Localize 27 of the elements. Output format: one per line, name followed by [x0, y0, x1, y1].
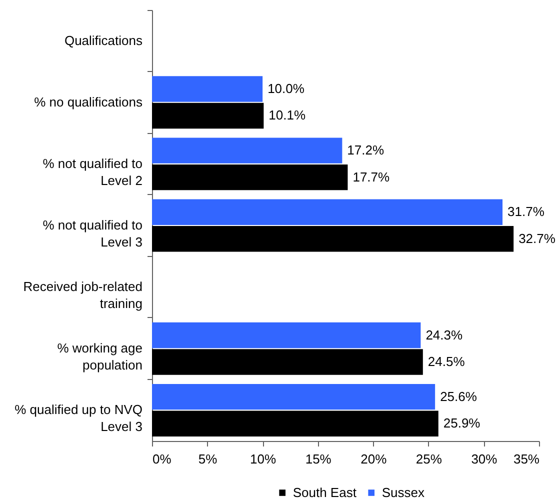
x-tick-label: 0%	[152, 452, 172, 466]
y-tick-label: % no qualifications	[34, 94, 143, 110]
y-tick-label: Received job-related training	[23, 279, 142, 312]
legend-label: South East	[292, 484, 357, 500]
data-label: 25.6%	[440, 388, 478, 404]
x-tick-label: 15%	[305, 452, 332, 466]
data-label: 25.9%	[443, 416, 481, 431]
x-tick-label: 5%	[198, 452, 218, 466]
x-tick-label: 30%	[471, 452, 498, 466]
data-label: 17.7%	[352, 169, 390, 184]
data-label: 32.7%	[518, 230, 556, 246]
data-label: 10.0%	[268, 80, 305, 96]
data-label: 10.1%	[268, 108, 306, 123]
legend-label: Sussex	[382, 484, 425, 500]
x-tick-label: 25%	[416, 452, 442, 466]
data-label: 17.2%	[347, 142, 384, 158]
y-tick-label: % qualified up to NVQ Level 3	[14, 402, 142, 434]
x-tick-label: 35%	[513, 452, 540, 466]
data-label: 24.5%	[428, 354, 466, 370]
x-tick-label: 20%	[360, 452, 388, 466]
y-tick-label: % not qualified to Level 2	[42, 156, 142, 188]
x-tick-label: 10%	[250, 452, 277, 466]
y-tick-label: % not qualified to Level 3	[42, 218, 142, 250]
data-label: 24.3%	[426, 327, 463, 342]
y-tick-label: % working age population	[57, 340, 142, 373]
data-label: 31.7%	[508, 204, 545, 220]
y-tick-label: Qualifications	[64, 32, 143, 48]
